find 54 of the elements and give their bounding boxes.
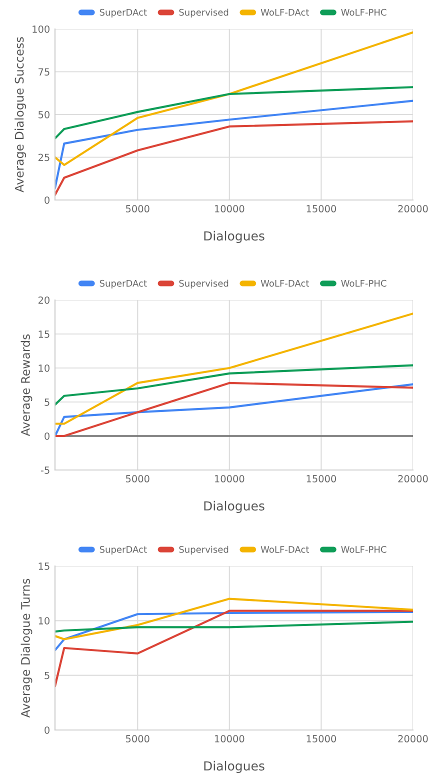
y-tick-label: 10	[38, 364, 50, 372]
legend-label: WoLF-PHC	[341, 546, 386, 553]
x-tick-label: 20000	[398, 735, 428, 742]
y-tick-label: 5	[44, 672, 50, 680]
line-series	[55, 86, 413, 140]
x-axis-title: Dialogues	[204, 760, 264, 774]
line-series	[55, 620, 413, 633]
x-tick-label: 5000	[126, 475, 150, 482]
legend-label: Supervised	[179, 280, 228, 288]
legend-label: Supervised	[179, 546, 228, 555]
legend-label: Supervised	[179, 8, 228, 18]
x-axis-title: Dialogues	[204, 500, 264, 514]
y-axis-title: Average Dialogue Success	[14, 37, 26, 192]
x-tick-label: 20000	[398, 475, 428, 482]
legend-label: WoLF-DAct	[260, 280, 310, 287]
y-tick-label: 10	[38, 617, 50, 624]
y-tick-label: 0	[44, 196, 50, 204]
legend-label: WoLF-DAct	[260, 546, 310, 553]
y-tick-label: 5	[44, 398, 50, 406]
y-tick-label: 25	[38, 154, 50, 162]
x-tick-label: 10000	[215, 475, 244, 482]
y-tick-label: 75	[38, 68, 50, 76]
legend-label: WoLF-DAct	[260, 8, 310, 16]
x-tick-label: 15000	[306, 475, 336, 482]
y-tick-label: 20	[38, 296, 50, 304]
x-tick-label: 15000	[306, 205, 336, 212]
line-series	[55, 610, 413, 652]
x-axis-title: Dialogues	[204, 230, 264, 244]
y-axis-title: Average Rewards	[20, 334, 32, 436]
x-tick-label: 5000	[126, 735, 150, 742]
line-series	[55, 120, 413, 196]
y-tick-label: 0	[44, 432, 50, 440]
line-series	[55, 610, 413, 688]
x-tick-label: 5000	[126, 205, 150, 212]
line-series	[55, 312, 413, 425]
line-series	[55, 598, 413, 640]
legend-label: WoLF-PHC	[341, 8, 386, 16]
line-series	[55, 100, 413, 190]
y-tick-label: 0	[44, 726, 50, 734]
y-tick-label: 100	[32, 25, 50, 33]
y-tick-label: 50	[38, 110, 50, 118]
legend-label: SuperDAct	[100, 280, 147, 288]
x-tick-label: 10000	[215, 205, 244, 212]
x-tick-label: 10000	[215, 735, 244, 742]
legend-label: SuperDAct	[100, 8, 147, 18]
legend-label: WoLF-PHC	[341, 280, 386, 287]
x-tick-label: 20000	[398, 205, 428, 212]
y-tick-label: 15	[38, 330, 50, 338]
y-tick-label: -5	[40, 466, 50, 474]
legend-label: SuperDAct	[100, 546, 147, 555]
y-tick-label: 15	[38, 562, 50, 570]
x-tick-label: 15000	[306, 735, 336, 742]
y-axis-title: Average Dialogue Turns	[20, 578, 32, 718]
line-series	[55, 364, 413, 406]
